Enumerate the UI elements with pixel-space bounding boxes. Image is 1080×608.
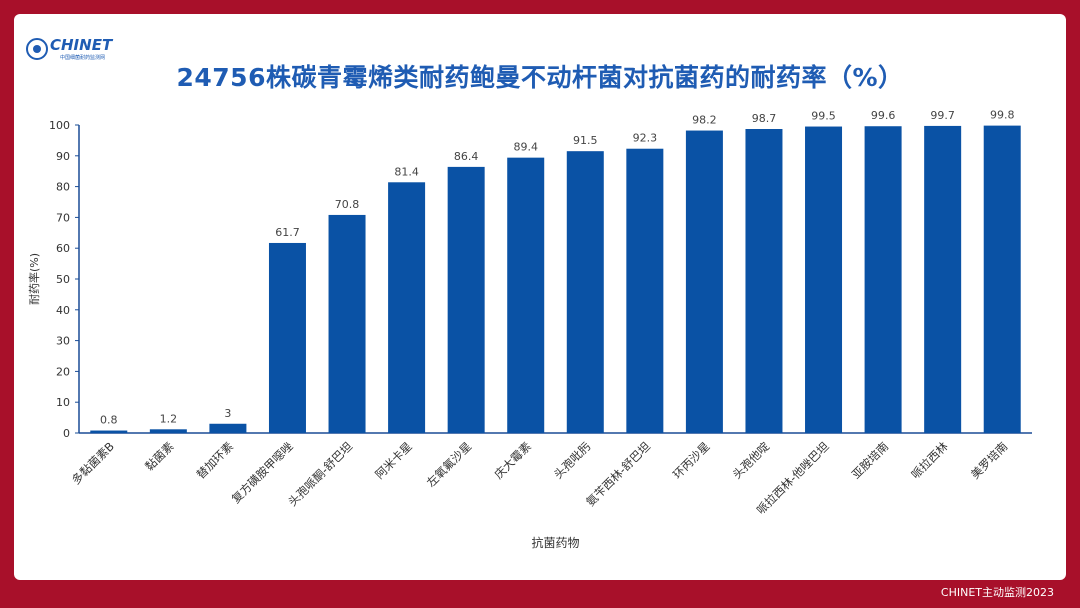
x-tick-label: 阿米卡星 [372,439,414,481]
bar [507,157,545,433]
bar [805,126,843,433]
page-title: 24756株碳青霉烯类耐药鲍曼不动杆菌对抗菌药的耐药率（%） [176,63,904,92]
slide: CHINET 中国细菌耐药监测网 24756株碳青霉烯类耐药鲍曼不动杆菌对抗菌药… [14,14,1066,580]
bar [388,182,426,433]
logo-subtext: 中国细菌耐药监测网 [60,55,106,61]
y-tick-label: 30 [56,335,70,348]
x-tick-label: 头孢吡肟 [551,439,593,481]
x-tick-label: 哌拉西林 [908,439,951,482]
x-tick-label: 庆大霉素 [491,439,533,481]
bar-value-label: 70.8 [335,198,360,211]
bar [685,130,723,433]
bar [924,125,962,433]
bar [745,129,783,433]
bar-value-label: 3 [224,407,231,420]
bar-value-label: 92.3 [633,132,658,145]
x-tick-label: 环丙沙星 [670,439,712,481]
bar-value-label: 1.2 [160,412,178,425]
logo-badge-icon [26,38,48,60]
x-tick-label: 替加环素 [194,439,236,481]
x-tick-label: 复方磺胺甲噁唑 [229,439,296,506]
bar-value-label: 89.4 [513,141,538,154]
bar-value-label: 99.6 [871,109,896,122]
bar [209,423,247,433]
bar [983,125,1021,433]
x-tick-label: 黏菌素 [142,439,176,473]
bar-value-label: 99.7 [930,109,955,122]
y-axis-title: 耐药率(%) [27,253,41,305]
bar-chart: 0 10 20 30 40 50 60 70 80 90 100 0.8 多黏菌素B 1.2 黏菌素 3 替加环… [27,109,1032,550]
x-tick-label: 左氧氟沙星 [424,439,475,490]
footer-source: CHINET主动监测2023 [940,586,1054,599]
bar-value-label: 98.7 [752,112,777,125]
x-tick-label: 美罗培南 [968,439,1010,481]
x-tick-label: 头孢哌酮-舒巴坦 [285,439,355,509]
x-tick-label: 头孢他啶 [730,439,773,482]
y-tick-label: 20 [56,365,70,378]
x-axis-title: 抗菌药物 [531,535,579,550]
bar-value-label: 81.4 [394,165,419,178]
y-tick-label: 90 [56,150,70,163]
bar [268,242,306,433]
bar-value-label: 86.4 [454,150,479,163]
chinet-logo: CHINET 中国细菌耐药监测网 [26,32,112,62]
bar [566,151,604,433]
y-tick-label: 0 [63,427,70,440]
bar [90,430,128,433]
y-tick-label: 80 [56,181,70,194]
y-tick-label: 60 [56,242,70,255]
x-tick-label: 氨苄西林-舒巴坦 [583,439,653,509]
bar-value-label: 99.5 [811,110,836,123]
bar-value-label: 0.8 [100,414,118,427]
bar [626,148,664,433]
logo-text: CHINET [50,36,113,54]
bar-value-label: 91.5 [573,134,598,147]
bar [447,166,485,433]
bar [149,429,187,433]
bar-value-label: 98.2 [692,114,717,127]
y-tick-label: 70 [56,211,70,224]
y-tick-label: 10 [56,396,70,409]
bar [864,126,902,434]
y-tick-label: 40 [56,304,70,317]
y-tick-label: 50 [56,273,70,286]
y-tick-label: 100 [49,119,70,132]
bar-value-label: 99.8 [990,109,1015,122]
bar [328,214,366,433]
bar-value-label: 61.7 [275,226,300,239]
x-tick-label: 亚胺培南 [849,439,891,481]
x-tick-label: 多黏菌素B [69,439,117,487]
